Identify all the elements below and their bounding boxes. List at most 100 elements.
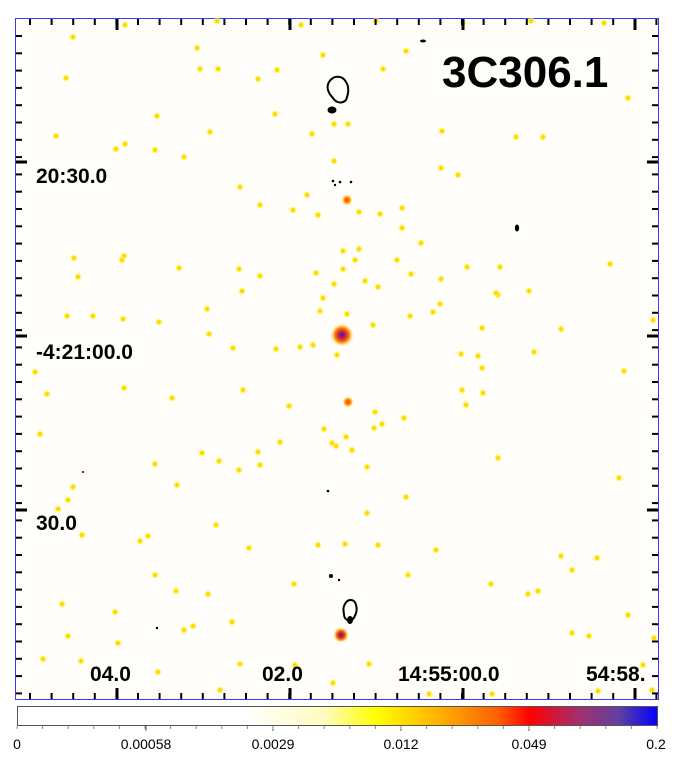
- emission-speck: [167, 393, 177, 403]
- emission-speck: [318, 293, 328, 303]
- emission-speck: [152, 111, 162, 121]
- north-lobe-contour: [326, 75, 350, 104]
- emission-speck: [61, 73, 71, 83]
- emission-speck: [456, 349, 466, 359]
- emission-speck: [77, 530, 87, 540]
- emission-speck: [338, 246, 348, 256]
- emission-speck: [360, 276, 370, 286]
- emission-speck: [524, 286, 534, 296]
- emission-speck: [327, 438, 337, 448]
- emission-speck: [237, 286, 247, 296]
- emission-speck: [311, 268, 321, 278]
- emission-speck: [313, 540, 323, 550]
- emission-speck: [373, 282, 383, 292]
- jet-knot-1: [341, 194, 353, 206]
- emission-speck: [436, 274, 446, 284]
- emission-speck: [647, 685, 657, 695]
- emission-speck: [375, 209, 385, 219]
- emission-speck: [307, 129, 317, 139]
- ra-label-4: 54:58.: [586, 663, 646, 686]
- emission-speck: [197, 448, 207, 458]
- emission-speck: [457, 385, 467, 395]
- emission-speck: [205, 127, 215, 137]
- contour-dots: [82, 39, 520, 630]
- emission-speck: [605, 259, 615, 269]
- emission-specks: [30, 16, 659, 699]
- emission-speck: [302, 190, 312, 200]
- emission-speck: [354, 244, 364, 254]
- colorbar-label-3: 0.012: [383, 736, 418, 752]
- emission-speck: [113, 638, 123, 648]
- emission-speck: [437, 126, 447, 136]
- colorbar-gradient: [17, 706, 658, 726]
- emission-speck: [435, 299, 445, 309]
- emission-speck: [377, 419, 387, 429]
- emission-speck: [143, 531, 153, 541]
- emission-speck: [567, 565, 577, 575]
- dec-label-3: 30.0: [36, 512, 77, 535]
- emission-speck: [290, 660, 300, 670]
- colorbar: 0 0.00058 0.0029 0.012 0.049 0.2: [13, 706, 666, 752]
- emission-speck: [332, 350, 342, 360]
- emission-speck: [453, 170, 463, 180]
- emission-speck: [238, 385, 248, 395]
- colorbar-label-1: 0.00058: [121, 736, 172, 752]
- emission-speck: [253, 74, 263, 84]
- emission-speck: [284, 401, 294, 411]
- emission-speck: [35, 429, 45, 439]
- emission-speck: [73, 272, 83, 282]
- emission-speck: [319, 424, 329, 434]
- emission-speck: [428, 307, 438, 317]
- colorbar-ticks: [16, 726, 658, 731]
- emission-speck: [296, 20, 306, 30]
- emission-speck: [431, 545, 441, 555]
- emission-speck: [117, 255, 127, 265]
- emission-speck: [275, 437, 285, 447]
- jet-knot-2: [342, 396, 354, 408]
- colorbar-label-0: 0: [13, 736, 21, 752]
- emission-speck: [179, 152, 189, 162]
- emission-speck: [30, 367, 40, 377]
- emission-speck: [370, 407, 380, 417]
- emission-speck: [188, 621, 198, 631]
- emission-speck: [477, 323, 487, 333]
- emission-speck: [401, 46, 411, 56]
- emission-speck: [364, 659, 374, 669]
- axis-ticks: [16, 19, 658, 699]
- emission-speck: [397, 203, 407, 213]
- colorbar-label-2: 0.0029: [252, 736, 295, 752]
- emission-speck: [227, 617, 237, 627]
- emission-speck: [53, 504, 63, 514]
- emission-speck: [473, 351, 483, 361]
- emission-speck: [397, 223, 407, 233]
- emission-speck: [424, 689, 434, 699]
- emission-speck: [405, 311, 415, 321]
- emission-speck: [401, 492, 411, 502]
- emission-speck: [462, 262, 472, 272]
- emission-speck: [68, 32, 78, 42]
- emission-speck: [649, 633, 659, 643]
- emission-speck: [343, 119, 353, 129]
- emission-speck: [212, 16, 222, 26]
- emission-speck: [88, 311, 98, 321]
- emission-speck: [638, 660, 648, 670]
- ra-label-1: 04.0: [90, 663, 131, 686]
- emission-speck: [362, 508, 372, 518]
- emission-speck: [350, 255, 360, 265]
- emission-speck: [313, 210, 323, 220]
- object-title: 3C306.1: [442, 48, 608, 97]
- emission-speck: [526, 16, 536, 26]
- emission-speck: [179, 625, 189, 635]
- colorbar-label-4: 0.049: [511, 736, 546, 752]
- emission-speck: [150, 459, 160, 469]
- emission-speck: [174, 263, 184, 273]
- emission-speck: [338, 264, 348, 274]
- emission-speck: [491, 288, 501, 298]
- emission-speck: [234, 264, 244, 274]
- emission-speck: [529, 347, 539, 357]
- emission-speck: [235, 182, 245, 192]
- emission-speck: [315, 306, 325, 316]
- emission-speck: [399, 413, 409, 423]
- emission-speck: [403, 570, 413, 580]
- emission-speck: [62, 311, 72, 321]
